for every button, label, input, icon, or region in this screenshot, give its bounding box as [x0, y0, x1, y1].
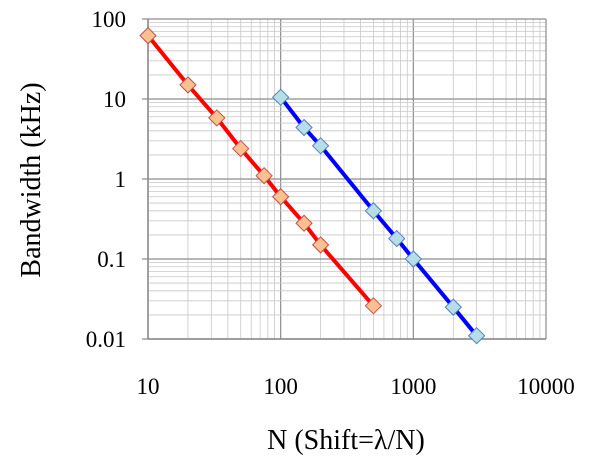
series-1-point — [208, 109, 226, 127]
series-1-point — [295, 214, 313, 232]
series-2-point — [271, 88, 290, 107]
series-2-line — [278, 95, 479, 338]
series-2-point — [311, 137, 330, 155]
series-2-point — [295, 118, 313, 137]
series-2-point — [364, 202, 383, 220]
y-tick-label: 0.1 — [97, 247, 126, 272]
series-group — [139, 26, 486, 345]
tick-labels: 10 100 1000 10000 100 10 1 0.1 0.01 — [86, 7, 575, 399]
x-tick-label: 10 — [137, 374, 160, 399]
series-1-point — [311, 236, 330, 254]
series-2-point — [388, 229, 406, 248]
series-1-point — [255, 166, 273, 185]
x-tick-label: 100 — [263, 374, 298, 399]
y-tick-label: 1 — [115, 167, 127, 192]
x-axis-title: N (Shift=λ/N) — [267, 425, 425, 456]
series-1-point — [232, 139, 250, 158]
series-2-point — [404, 250, 423, 268]
series-1-point — [364, 297, 383, 315]
series-2-point — [467, 326, 486, 345]
x-tick-label: 1000 — [390, 374, 436, 399]
series-1-point — [139, 26, 157, 45]
y-tick-label: 100 — [92, 7, 127, 32]
series-1-point — [271, 188, 290, 206]
x-tick-label: 10000 — [517, 374, 575, 399]
y-tick-label: 10 — [103, 87, 126, 112]
grid — [147, 18, 547, 340]
series-2-point — [444, 298, 462, 316]
y-axis-title: Bandwidth (kHz) — [16, 82, 47, 277]
series-1-point — [179, 76, 197, 94]
y-tick-label: 0.01 — [86, 327, 126, 352]
